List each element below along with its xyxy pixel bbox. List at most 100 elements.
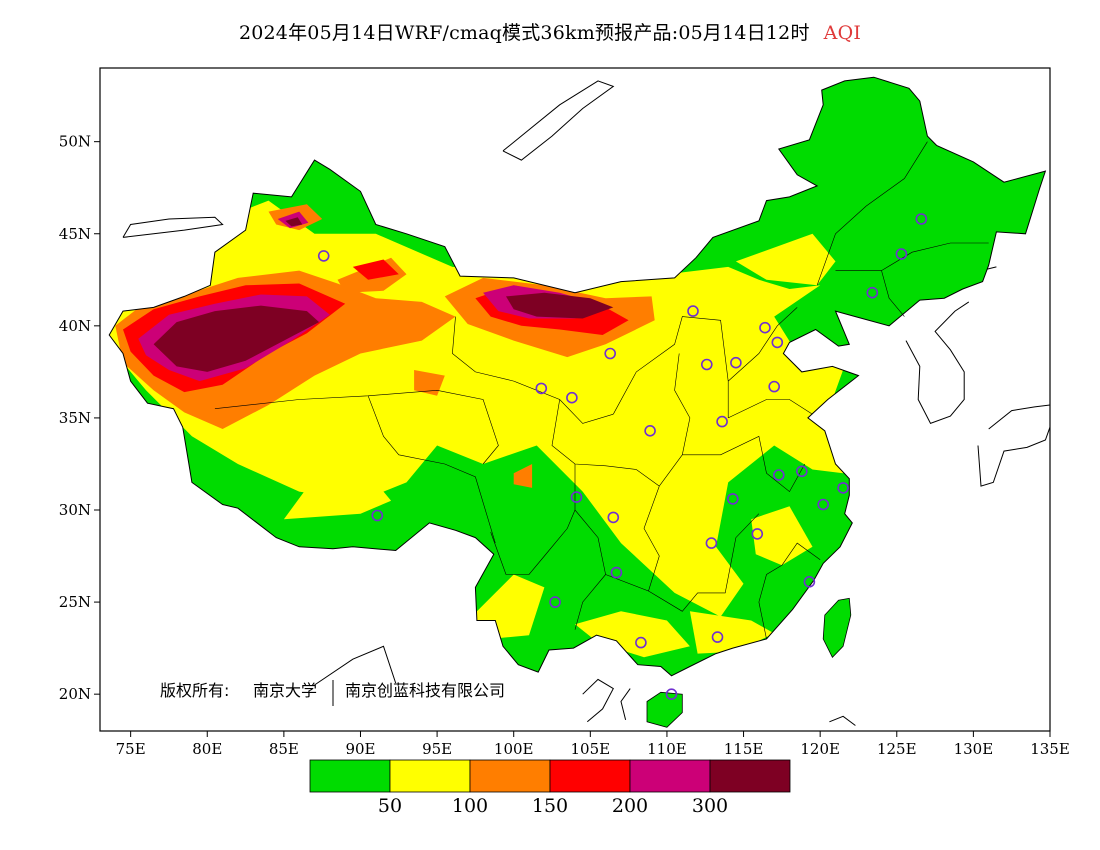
color-legend: 50 100 150 200 300 [309, 759, 791, 817]
y-tick-label: 50N [59, 133, 91, 151]
station-marker [772, 469, 785, 481]
station-marker [644, 424, 656, 437]
province-line [835, 242, 989, 271]
x-tick-label: 115E [724, 740, 764, 758]
plot-frame [99, 67, 1051, 732]
x-tick-label: 80E [192, 740, 222, 758]
aqi-field [109, 77, 1046, 676]
station-marker [607, 511, 620, 524]
coastline-segment [620, 688, 631, 721]
station-marker [570, 491, 583, 503]
x-tick-label: 130E [954, 740, 994, 758]
province-line [452, 316, 614, 424]
station-marker [751, 528, 764, 540]
x-axis: 75E 80E 85E 90E 95E 100E 105E 110E 115E 120E 125E 1… [116, 731, 1070, 758]
station-marker [711, 631, 724, 643]
copyright-note: 版权所有: 南京大学 南京创蓝科技有限公司 [160, 680, 505, 706]
legend-threshold-label: 200 [612, 795, 648, 817]
province-line [881, 270, 905, 317]
aqi-zone-usg [414, 370, 445, 396]
aqi-zone-usg [513, 464, 533, 488]
province-line [727, 307, 798, 382]
x-tick-label: 120E [800, 740, 840, 758]
coastline-segment [905, 301, 970, 425]
city-stations [317, 213, 928, 701]
station-marker [687, 305, 699, 317]
coastline-segment [829, 715, 856, 726]
coastline-segment [582, 678, 614, 723]
title-variable: AQI [823, 22, 862, 44]
station-marker [759, 321, 771, 334]
coastline-segment [314, 645, 397, 686]
aqi-zone-hazardous [285, 217, 303, 227]
province-line [674, 353, 691, 455]
province-line [551, 399, 660, 487]
copyright-prefix: 版权所有: [160, 681, 229, 700]
hainan-island [646, 691, 683, 728]
legend-swatch [389, 759, 471, 793]
province-line [648, 513, 760, 612]
station-marker [610, 566, 623, 579]
aqi-zone-moderate [735, 233, 836, 286]
y-tick-label: 35N [59, 409, 91, 427]
station-marker [803, 575, 816, 588]
china-border [108, 76, 1047, 677]
station-marker [566, 391, 578, 404]
province-line [758, 565, 783, 639]
station-marker [665, 688, 678, 701]
province-line [781, 542, 821, 566]
station-marker [716, 415, 728, 428]
legend-threshold-label: 50 [378, 795, 402, 817]
station-marker [549, 596, 561, 608]
title-main: 2024年05月14日WRF/cmaq模式36km预报产品:05月14日12时 [238, 22, 810, 44]
station-marker [700, 358, 713, 371]
x-tick-label: 110E [647, 740, 687, 758]
y-tick-label: 25N [59, 593, 91, 611]
legend-threshold-label: 150 [532, 795, 568, 817]
station-marker [317, 250, 330, 262]
legend-swatch [469, 759, 551, 793]
station-marker [771, 336, 784, 349]
y-tick-label: 45N [59, 225, 91, 243]
province-borders [214, 141, 989, 639]
legend-swatch [309, 759, 391, 793]
coastline-segment [977, 426, 1050, 487]
province-line [214, 389, 499, 465]
province-line [490, 509, 576, 575]
station-marker [535, 382, 548, 395]
station-marker [768, 380, 781, 393]
x-tick-label: 135E [1030, 740, 1070, 758]
station-marker [726, 493, 739, 505]
x-tick-label: 90E [345, 740, 375, 758]
y-tick-label: 40N [59, 317, 91, 335]
aqi-zone-moderate [283, 482, 392, 520]
x-tick-label: 75E [116, 740, 146, 758]
x-tick-label: 100E [494, 740, 534, 758]
x-tick-label: 105E [571, 740, 611, 758]
x-tick-label: 85E [269, 740, 299, 758]
station-marker [730, 356, 742, 369]
station-marker [705, 537, 718, 549]
station-marker [795, 465, 808, 478]
province-line [367, 395, 496, 544]
copyright-org1: 南京大学 [253, 681, 317, 700]
legend-swatch [629, 759, 711, 793]
coastline-segment [502, 80, 615, 161]
aqi-zone-unhealthy [352, 259, 399, 280]
legend-threshold-label: 100 [452, 795, 488, 817]
station-marker [837, 482, 849, 494]
y-tick-label: 30N [59, 501, 91, 519]
province-line [605, 485, 660, 592]
station-marker [604, 347, 617, 360]
taiwan-island [822, 597, 852, 658]
station-marker [817, 498, 830, 511]
station-marker [895, 248, 908, 260]
legend-swatch [709, 759, 791, 793]
copyright-org2: 南京创蓝科技有限公司 [345, 681, 505, 700]
aqi-zone-hazardous [506, 292, 614, 319]
aqi-zone-moderate [644, 417, 695, 501]
aqi-zone-moderate [575, 611, 690, 658]
station-marker [371, 509, 384, 522]
legend-swatch [549, 759, 631, 793]
